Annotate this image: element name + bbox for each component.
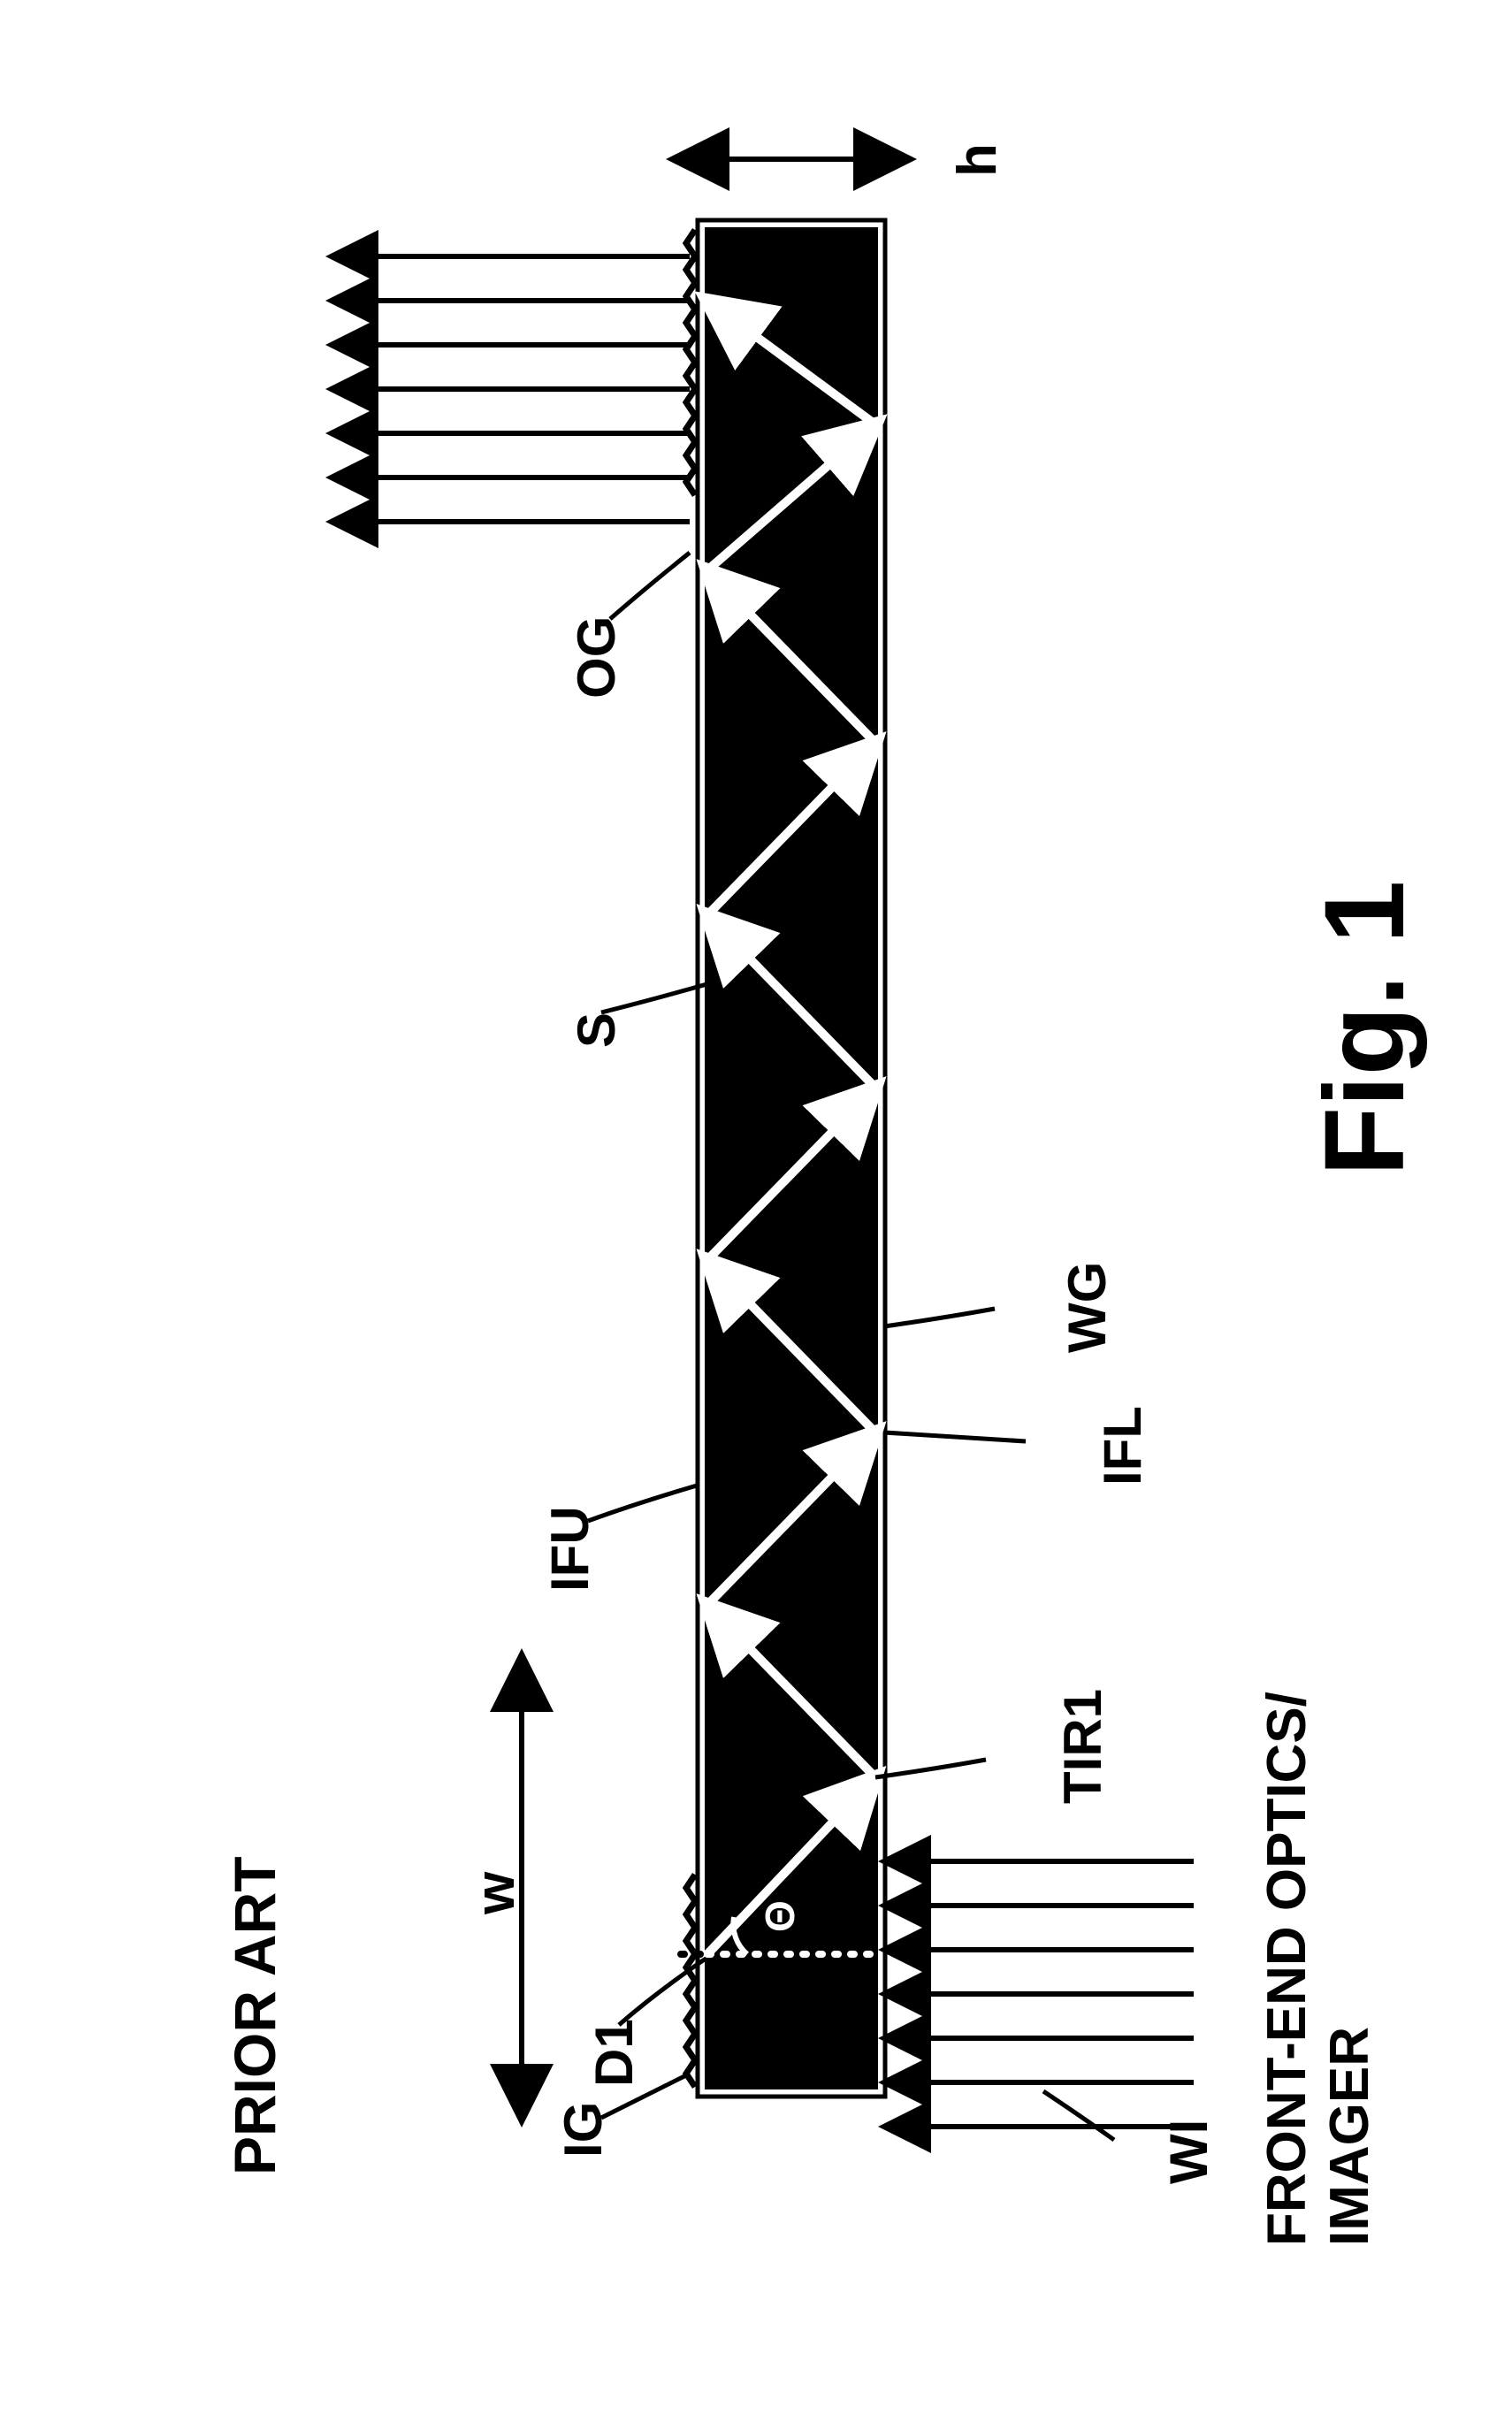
label-prior-art: PRIOR ART: [221, 1856, 288, 2175]
label-WG: WG: [1057, 1262, 1118, 1353]
label-OG: OG: [566, 616, 627, 699]
label-theta: Θ: [756, 1900, 804, 1932]
label-w: w: [464, 1872, 527, 1914]
grating-IG: [686, 1875, 695, 2087]
label-S: S: [566, 1012, 627, 1048]
label-WI: WI: [1158, 2120, 1219, 2184]
label-IFU: IFU: [539, 1506, 600, 1592]
grating-OG: [686, 230, 695, 495]
label-TIR1: TIR1: [1052, 1689, 1113, 1804]
input-arrows: [889, 1861, 1194, 2127]
waveguide-diagram: PRIOR ART Fig. 1 FRONT-END OPTICS/ IMAGE…: [0, 0, 1512, 2414]
label-fig-title: Fig. 1: [1300, 881, 1430, 1176]
label-h: h: [946, 143, 1009, 177]
output-arrows: [336, 256, 690, 522]
label-IG: IG: [553, 2102, 614, 2158]
label-IFL: IFL: [1092, 1406, 1153, 1486]
label-D1: D1: [584, 2019, 645, 2087]
label-source: FRONT-END OPTICS/ IMAGER: [1256, 1692, 1382, 2246]
